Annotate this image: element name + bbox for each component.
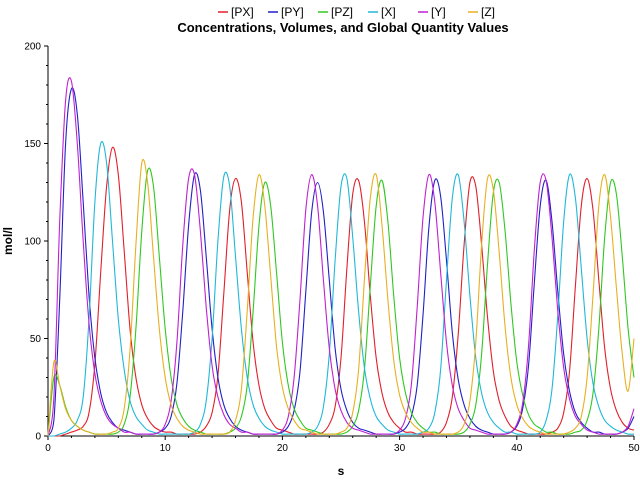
legend-label: [Z]: [481, 5, 495, 19]
series-line-py: [47, 87, 635, 437]
y-tick-label: 200: [24, 42, 41, 53]
y-axis-ticks: 0 50 100 150 200: [24, 42, 48, 443]
series-line-x: [48, 140, 635, 437]
x-axis-ticks: 0 10 20 30 40 50: [45, 436, 640, 454]
y-tick-label: 100: [24, 237, 41, 248]
legend: [PX] [PY] [PZ] [X] [Y] [Z]: [218, 5, 495, 19]
series-line-z: [47, 158, 635, 437]
x-axis-title: s: [338, 464, 345, 478]
legend-label: [X]: [381, 5, 396, 19]
chart-title: Concentrations, Volumes, and Global Quan…: [177, 20, 508, 35]
series-lines: [47, 77, 635, 437]
y-tick-label: 150: [24, 139, 41, 150]
x-tick-label: 20: [277, 443, 289, 454]
legend-label: [PY]: [281, 5, 304, 19]
y-axis-title: mol/l: [1, 227, 15, 255]
series-line-pz: [47, 167, 635, 437]
plot-area: 0 50 100 150 200 0 10 20 30 40 50: [24, 42, 640, 455]
legend-label: [Y]: [431, 5, 446, 19]
x-tick-label: 30: [394, 443, 406, 454]
x-tick-label: 50: [628, 443, 640, 454]
x-tick-label: 0: [45, 443, 51, 454]
x-tick-label: 10: [160, 443, 172, 454]
legend-label: [PZ]: [331, 5, 353, 19]
x-tick-label: 40: [511, 443, 523, 454]
y-tick-label: 0: [35, 432, 41, 443]
y-tick-label: 50: [30, 334, 42, 345]
series-line-y: [47, 77, 635, 437]
legend-label: [PX]: [231, 5, 254, 19]
